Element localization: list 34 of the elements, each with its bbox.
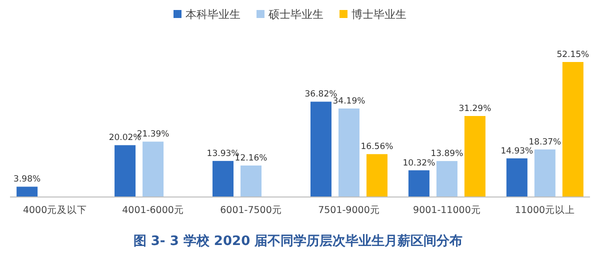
bar [16,186,38,197]
x-tick-label: 4001-6000元 [122,205,184,216]
bar [338,108,360,197]
bar [464,116,486,197]
data-label: 12.16% [234,154,268,164]
data-label: 10.32% [402,158,436,168]
text: 图 3- 3 学校 2020 届不同学历层次毕业生月薪区间分布 [133,233,463,249]
x-tick-label: 11000元以上 [514,204,576,216]
data-label: 3.98% [14,174,41,185]
data-label: 31.29% [458,104,492,114]
bar [436,161,458,197]
bar [310,102,332,197]
x-tick-label: 7501-9000元 [318,205,380,216]
data-label: 14.93% [500,146,534,156]
x-tick-label: 4000元及以下 [22,204,88,216]
data-label: 18.37% [528,137,562,148]
bar [114,145,136,197]
bar [142,142,164,197]
data-label: 52.15% [556,50,590,60]
legend-label: 硕士毕业生 [268,8,324,21]
bar [240,166,262,197]
legend-label: 本科毕业生 [186,8,240,21]
x-tick-label: 6001-7500元 [220,205,282,216]
data-label: 13.89% [430,149,464,160]
legend-label: 博士毕业生 [352,8,406,21]
bar [562,62,584,197]
bar [534,149,556,197]
x-tick-label: 9001-11000元 [413,205,481,216]
bar [212,160,234,197]
data-label: 34.19% [332,96,366,106]
bar [408,170,430,197]
data-label: 16.56% [360,142,394,152]
bar [366,154,388,197]
bar [506,158,528,197]
